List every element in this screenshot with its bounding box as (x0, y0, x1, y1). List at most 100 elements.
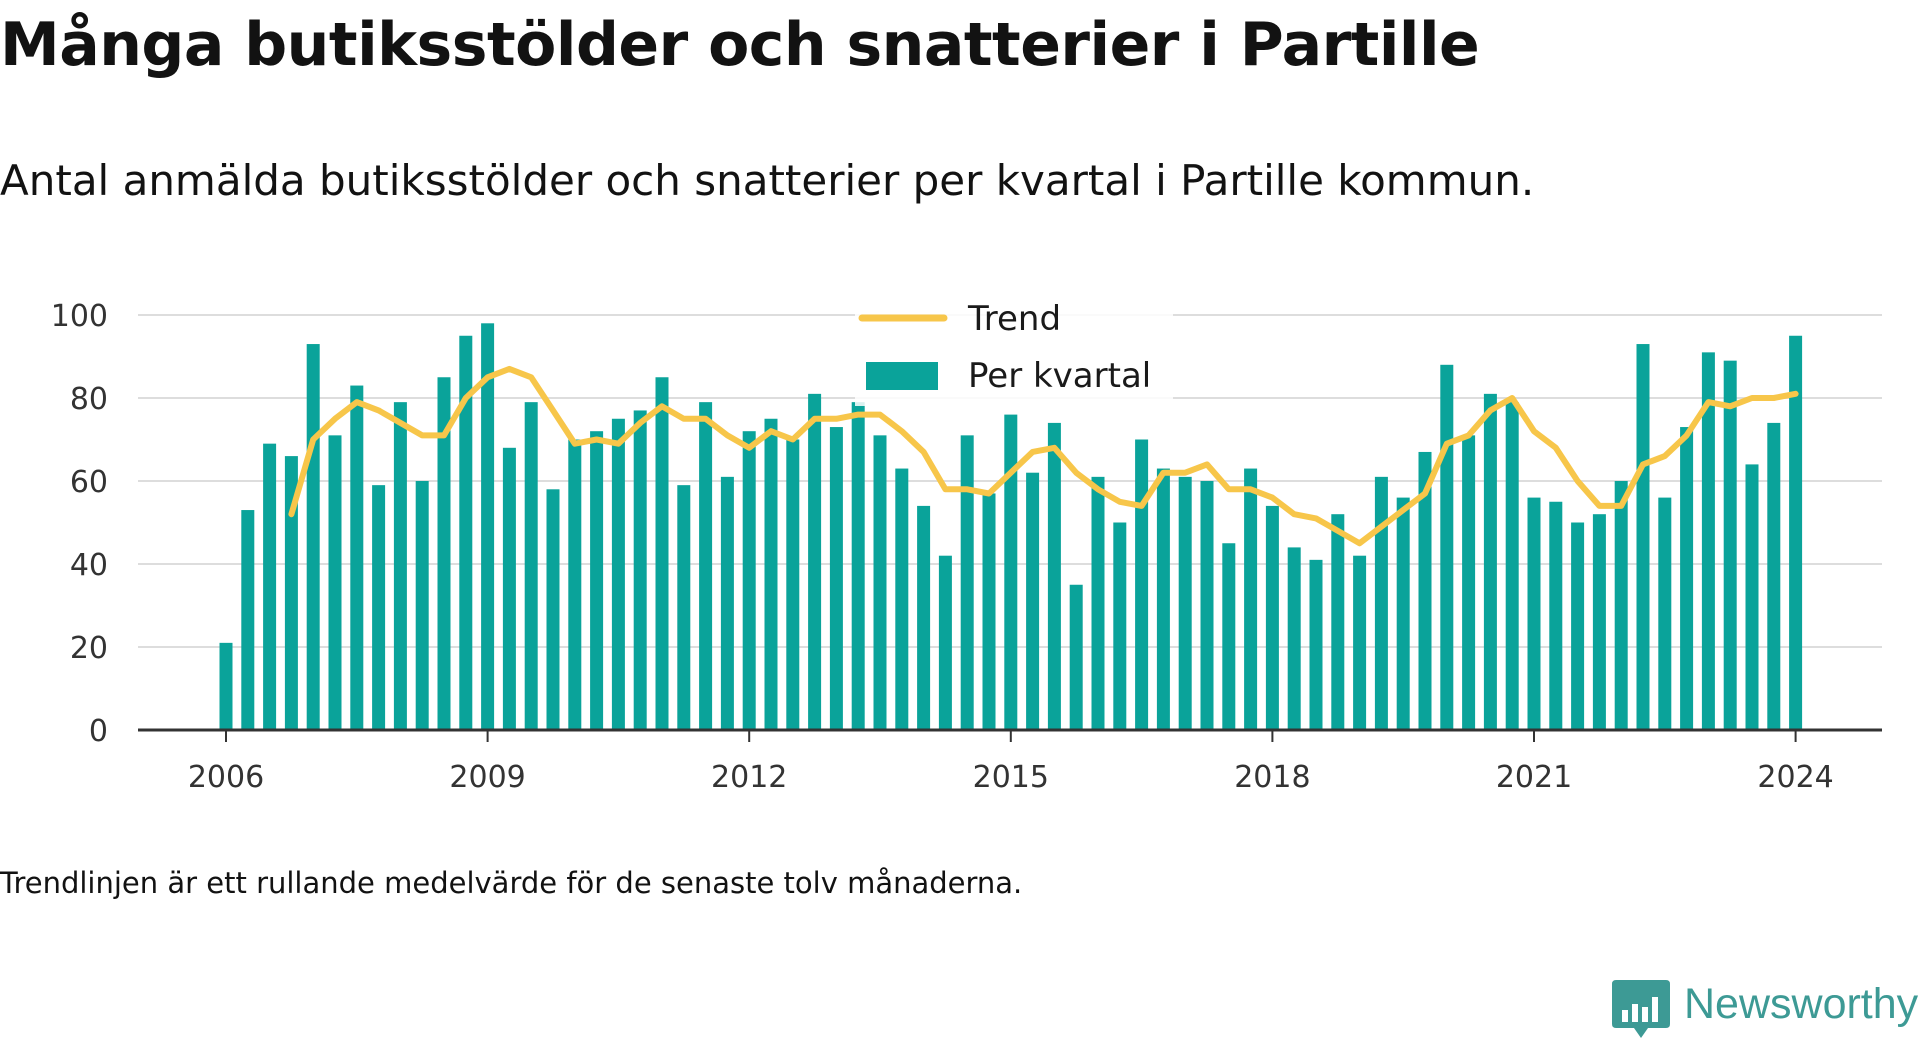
bar (611, 418, 625, 730)
bar (590, 431, 604, 730)
bar (960, 435, 974, 730)
x-tick-label: 2015 (973, 760, 1049, 795)
bar (393, 402, 407, 730)
bar (568, 439, 582, 730)
bar (1004, 414, 1018, 730)
bar (1374, 476, 1388, 730)
bar (1287, 547, 1301, 730)
bar (241, 510, 255, 730)
bar (1396, 497, 1410, 730)
bar (306, 344, 320, 730)
bar (372, 485, 386, 730)
bar (1091, 476, 1105, 730)
bar (1265, 505, 1279, 730)
bar (350, 385, 364, 730)
bar (1592, 514, 1606, 730)
newsworthy-logo-icon (1612, 980, 1670, 1038)
bar (895, 468, 909, 730)
bar (415, 481, 429, 730)
bar (917, 505, 931, 730)
bar (263, 443, 277, 730)
y-tick-label: 40 (70, 548, 108, 583)
bar (219, 642, 233, 730)
bar (1505, 402, 1519, 730)
x-tick-label: 2018 (1234, 760, 1310, 795)
bar (1178, 476, 1192, 730)
bar (1440, 364, 1454, 730)
bar (982, 493, 996, 730)
brand-logo: Newsworthy (1612, 980, 1918, 1042)
x-tick-label: 2006 (188, 760, 264, 795)
bar (764, 418, 778, 730)
bar (1789, 335, 1803, 730)
chart-note: Trendlinjen är ett rullande medelvärde f… (0, 866, 1023, 900)
bar (1767, 422, 1781, 730)
bar (1026, 472, 1040, 730)
bar (459, 335, 473, 730)
bar (1658, 497, 1672, 730)
bar (1527, 497, 1541, 730)
bar (1571, 522, 1585, 730)
bar (829, 427, 843, 730)
x-tick-label: 2009 (449, 760, 525, 795)
bar (328, 435, 342, 730)
legend-swatch-per-kvartal (866, 362, 938, 390)
x-tick-label: 2024 (1757, 760, 1833, 795)
bar (742, 431, 756, 730)
brand-name: Newsworthy (1684, 980, 1919, 1028)
bar (1222, 543, 1236, 730)
bar (1156, 468, 1170, 730)
trend-line-layer (288, 365, 1799, 547)
bar (1200, 481, 1214, 730)
bar (1331, 514, 1345, 730)
x-tick-label: 2012 (711, 760, 787, 795)
y-tick-label: 100 (51, 299, 108, 334)
bar (1723, 360, 1737, 730)
bar (524, 402, 538, 730)
chart-title: Många butiksstölder och snatterier i Par… (0, 10, 1480, 80)
bar (502, 447, 516, 730)
bar (720, 476, 734, 730)
x-tick-label: 2021 (1496, 760, 1572, 795)
bar (1745, 464, 1759, 730)
bar (546, 489, 560, 730)
bar (851, 402, 865, 730)
bar (808, 393, 822, 730)
legend-label-trend: Trend (967, 299, 1061, 339)
bar (1680, 427, 1694, 730)
chart-subtitle: Antal anmälda butiksstölder och snatteri… (0, 156, 1535, 205)
bar (1701, 352, 1715, 730)
y-tick-label: 0 (89, 714, 108, 749)
bar (1047, 422, 1061, 730)
bar (1135, 439, 1149, 730)
bar (1549, 501, 1563, 730)
bar (1353, 555, 1367, 730)
legend-label-per-kvartal: Per kvartal (968, 356, 1151, 396)
axes: 0 20 40 60 80 100 2006 2009 2012 2015 2018 2021 2024 (51, 299, 1882, 795)
bar (655, 377, 669, 730)
bar (1113, 522, 1127, 730)
bar (699, 402, 713, 730)
legend: Trend Per kvartal (855, 298, 1173, 406)
bar (1069, 584, 1083, 730)
bar (481, 323, 495, 730)
bar (938, 555, 952, 730)
bar (1483, 393, 1497, 730)
bar (1636, 344, 1650, 730)
bar (284, 456, 298, 730)
bar (437, 377, 451, 730)
y-tick-label: 20 (70, 631, 108, 666)
bar (1462, 435, 1476, 730)
bar (873, 435, 887, 730)
bar (786, 439, 800, 730)
bar (1309, 559, 1323, 730)
bar (677, 485, 691, 730)
bar (1418, 451, 1432, 730)
y-tick-label: 60 (70, 465, 108, 500)
y-tick-label: 80 (70, 382, 108, 417)
bar-line-chart: Trend Per kvartal 0 20 40 60 80 100 2006 2009 20… (51, 298, 1882, 795)
bar (1244, 468, 1258, 730)
trend-line (288, 365, 1799, 547)
bar (1614, 481, 1628, 730)
bar (633, 410, 647, 730)
